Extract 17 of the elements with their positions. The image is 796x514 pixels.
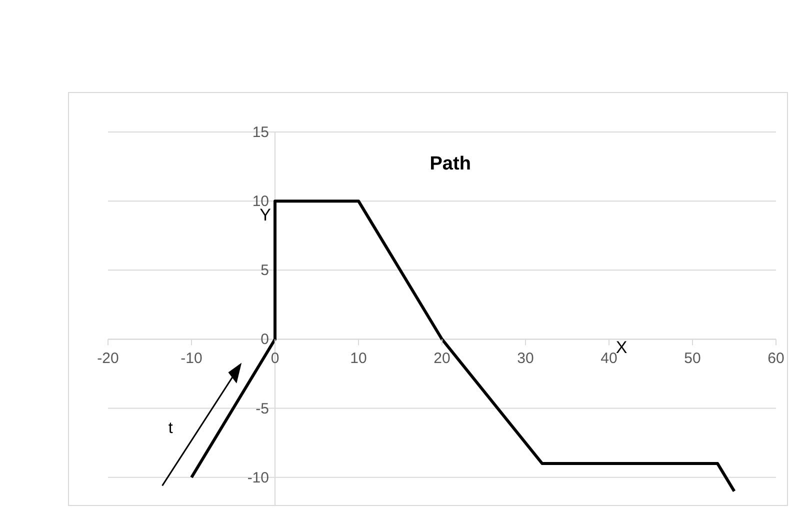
x-tick-label: 10	[350, 350, 367, 368]
y-tick-label: 15	[252, 124, 269, 141]
x-axis-title: X	[616, 338, 628, 358]
y-tick-label: -10	[247, 469, 269, 486]
annotation: t	[168, 420, 174, 438]
y-axis-title: Y	[260, 205, 271, 224]
y-tick-label: 5	[260, 262, 269, 280]
x-tick-label: -10	[180, 350, 202, 368]
x-tick-label: 50	[684, 350, 701, 368]
y-tick-label: 0	[260, 331, 269, 348]
x-tick-label: 60	[768, 350, 784, 368]
x-tick-label: 20	[434, 350, 450, 368]
y-tick-label: -5	[256, 400, 269, 418]
x-tick-label: -20	[97, 350, 119, 368]
x-tick-label: 40	[600, 350, 618, 368]
x-tick-label: 30	[517, 350, 534, 368]
text: Path	[430, 153, 471, 174]
